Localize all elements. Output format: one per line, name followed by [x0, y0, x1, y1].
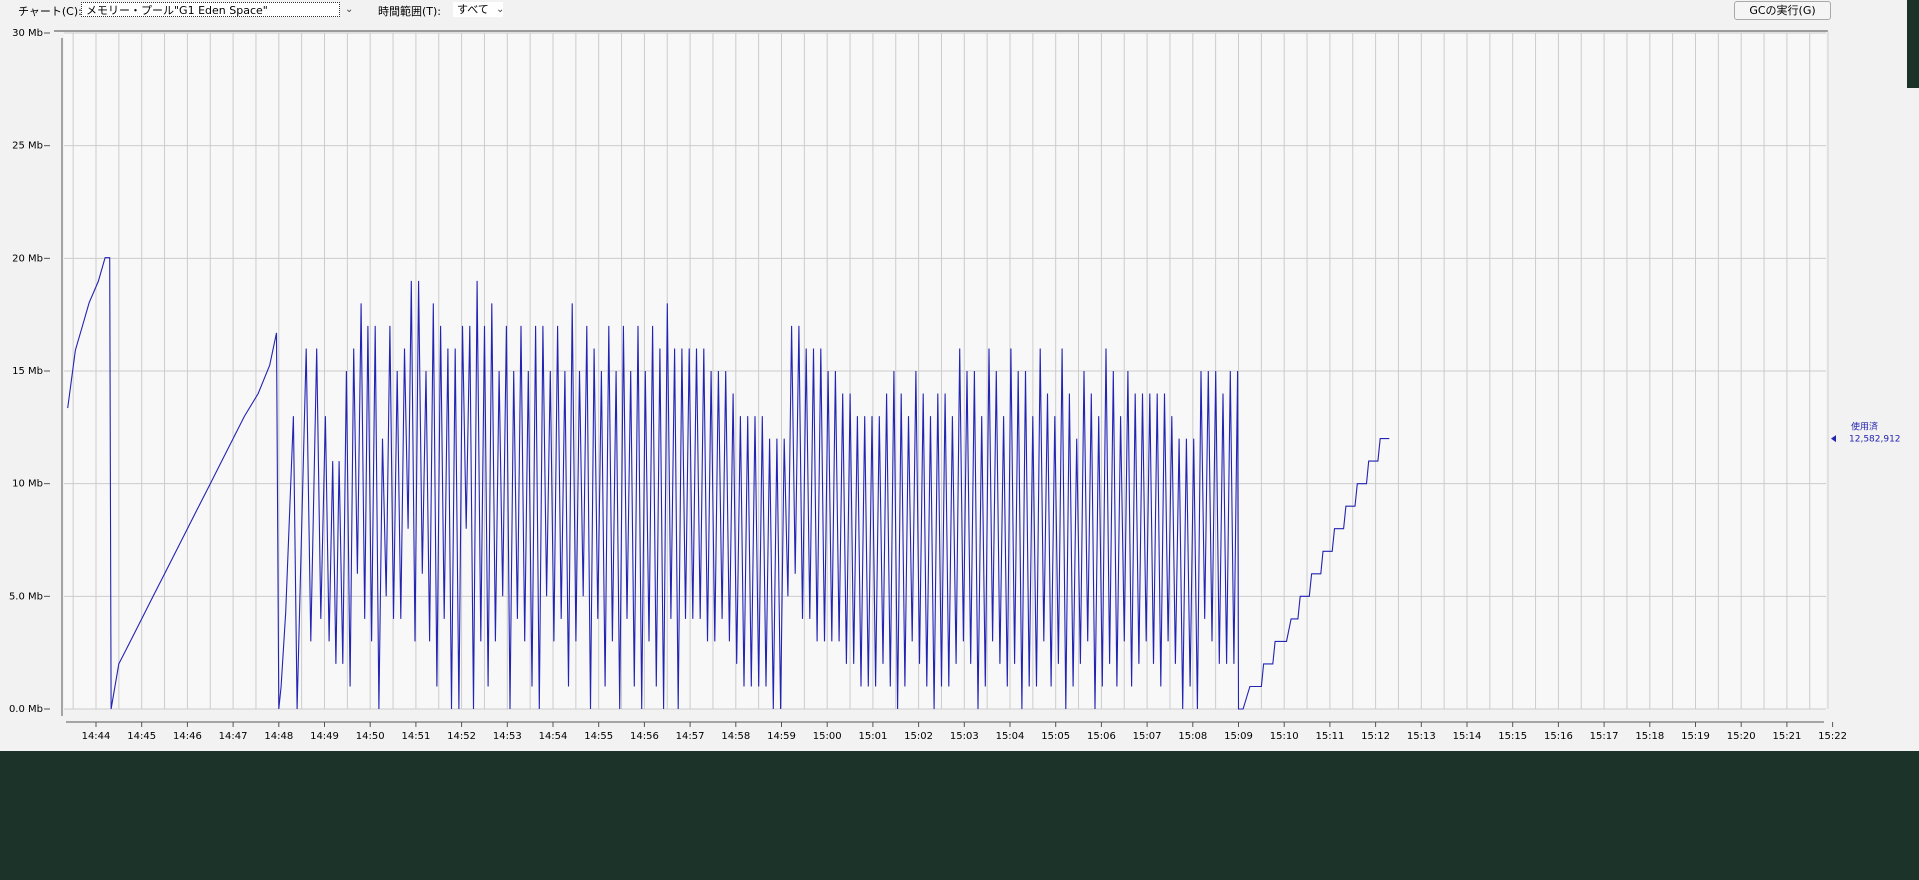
legend-value: 12,582,912 — [1849, 435, 1901, 445]
x-tick-label: 15:09 — [1224, 731, 1253, 742]
x-tick-label: 15:14 — [1453, 731, 1482, 742]
chart-select[interactable]: メモリー・プール"G1 Eden Space" — [81, 2, 340, 17]
y-tick-label: 30 Mb — [12, 28, 43, 39]
x-tick-label: 15:13 — [1407, 731, 1436, 742]
range-select[interactable]: すべて — [453, 2, 503, 17]
x-tick-label: 15:07 — [1133, 731, 1162, 742]
x-tick-label: 14:51 — [401, 731, 430, 742]
x-tick-label: 15:11 — [1315, 731, 1344, 742]
y-tick-label: 20 Mb — [12, 253, 43, 264]
x-tick-label: 14:55 — [584, 731, 613, 742]
chevron-down-icon[interactable]: ⌄ — [345, 4, 354, 15]
y-tick-label: 25 Mb — [12, 141, 43, 152]
range-label: 時間範囲(T): — [378, 5, 442, 18]
x-tick-label: 15:17 — [1590, 731, 1619, 742]
x-tick-label: 15:19 — [1681, 731, 1710, 742]
x-tick-label: 14:46 — [173, 731, 202, 742]
x-tick-label: 15:00 — [813, 731, 842, 742]
memory-chart: 0.0 Mb 5.0 Mb 10 Mb 15 Mb 20 Mb 25 Mb 30 Mb 14:… — [9, 28, 1901, 742]
y-tick-label: 15 Mb — [12, 366, 43, 377]
x-tick-label: 15:22 — [1818, 731, 1847, 742]
x-tick-label: 14:50 — [356, 731, 385, 742]
x-tick-label: 14:59 — [767, 731, 796, 742]
chevron-down-icon[interactable]: ⌄ — [496, 4, 505, 15]
x-tick-label: 15:12 — [1361, 731, 1390, 742]
x-tick-label: 15:21 — [1772, 731, 1801, 742]
x-tick-label: 14:47 — [219, 731, 248, 742]
x-tick-label: 15:10 — [1270, 731, 1299, 742]
chart-label: チャート(C): — [18, 5, 82, 18]
x-tick-label: 14:45 — [127, 731, 156, 742]
x-tick-label: 14:58 — [721, 731, 750, 742]
x-tick-label: 15:08 — [1178, 731, 1207, 742]
x-tick-label: 14:53 — [493, 731, 522, 742]
x-tick-label: 15:04 — [996, 731, 1025, 742]
x-tick-label: 15:15 — [1498, 731, 1527, 742]
y-tick-label: 10 Mb — [12, 479, 43, 490]
x-tick-label: 15:20 — [1727, 731, 1756, 742]
x-tick-label: 15:01 — [858, 731, 887, 742]
x-tick-label: 15:03 — [950, 731, 979, 742]
x-tick-label: 14:56 — [630, 731, 659, 742]
x-tick-label: 14:57 — [676, 731, 705, 742]
x-tick-label: 15:18 — [1635, 731, 1664, 742]
x-tick-label: 15:02 — [904, 731, 933, 742]
x-tick-label: 15:16 — [1544, 731, 1573, 742]
y-tick-label: 0.0 Mb — [9, 704, 43, 715]
x-tick-label: 14:48 — [264, 731, 293, 742]
legend-name: 使用済 — [1851, 421, 1878, 433]
x-tick-label: 14:49 — [310, 731, 339, 742]
scrollbar-strip — [1907, 88, 1919, 751]
legend-marker-icon — [1831, 435, 1836, 443]
series-line-used — [67, 257, 1390, 710]
x-tick-label: 14:44 — [82, 731, 111, 742]
x-tick-label: 14:52 — [447, 731, 476, 742]
x-tick-label: 14:54 — [539, 731, 568, 742]
run-gc-button[interactable]: GCの実行(G) — [1734, 1, 1831, 20]
x-tick-label: 15:05 — [1041, 731, 1070, 742]
x-tick-label: 15:06 — [1087, 731, 1116, 742]
y-tick-label: 5.0 Mb — [9, 591, 43, 602]
